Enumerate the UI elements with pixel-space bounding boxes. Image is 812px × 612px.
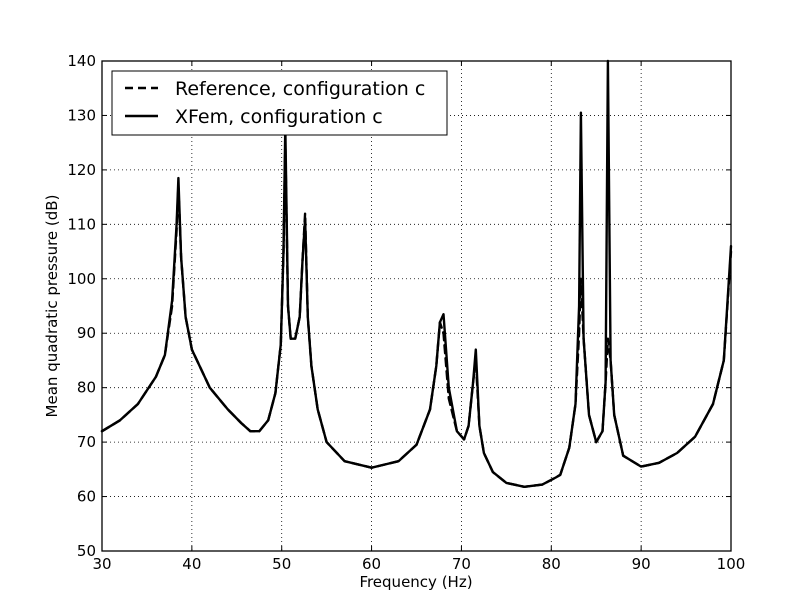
x-tick-label: 80 — [542, 555, 561, 573]
x-tick-label: 50 — [272, 555, 291, 573]
y-tick-label: 110 — [67, 215, 96, 233]
legend-label-xfem: XFem, configuration c — [175, 106, 383, 128]
x-tick-label: 40 — [182, 555, 201, 573]
plot-frame — [101, 60, 732, 552]
y-tick-label: 80 — [77, 379, 96, 397]
x-tick-label: 90 — [632, 555, 651, 573]
y-tick-label: 70 — [77, 433, 96, 451]
y-tick-label: 100 — [67, 270, 96, 288]
grid-lines — [102, 61, 731, 551]
series-line-xfem — [100, 59, 733, 488]
x-tick-label: 60 — [362, 555, 381, 573]
series-lines — [100, 59, 733, 488]
y-tick-label: 60 — [77, 488, 96, 506]
legend-label-reference: Reference, configuration c — [175, 78, 425, 100]
x-tick-label: 70 — [452, 555, 471, 573]
y-tick-label: 120 — [67, 161, 96, 179]
y-tick-label: 140 — [67, 52, 96, 70]
x-tick-label: 100 — [717, 555, 746, 573]
y-tick-label: 130 — [67, 106, 96, 124]
y-tick-label: 90 — [77, 324, 96, 342]
y-axis-title: Mean quadratic pressure (dB) — [43, 195, 61, 418]
y-tick-label: 50 — [77, 542, 96, 560]
legend-box — [111, 70, 448, 136]
x-tick-label: 30 — [92, 555, 111, 573]
x-axis-title: Frequency (Hz) — [359, 573, 472, 591]
legend: Reference, configuration c XFem, configu… — [111, 70, 448, 136]
axis-ticks: 30 40 50 60 70 80 90 100 50 60 70 80 90 100 110 120 130 1… — [67, 52, 745, 573]
